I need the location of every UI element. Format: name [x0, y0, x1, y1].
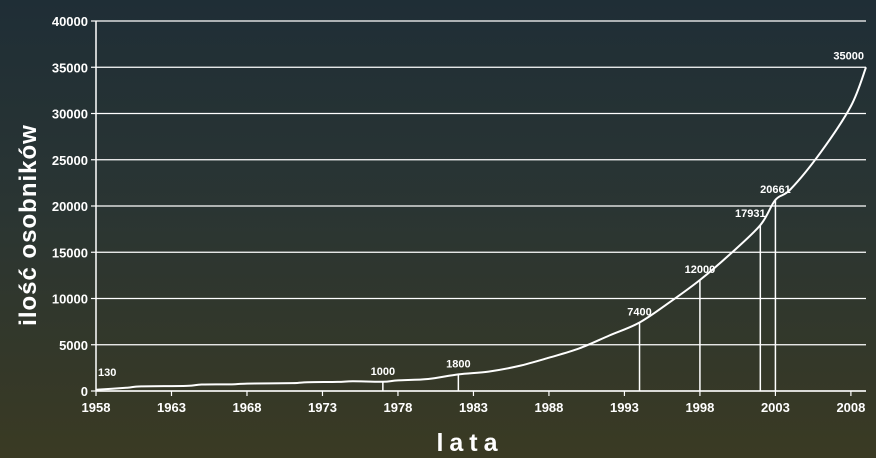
x-tick-label: 1973: [308, 400, 337, 415]
x-tick-labels: 1958 1963 1968 1973 1978 1983 1988 1993 1998 2003…: [82, 400, 866, 415]
x-tick-label: 1993: [610, 400, 639, 415]
y-tick-label: 0: [81, 384, 88, 399]
data-label: 35000: [833, 50, 864, 62]
series-line: [95, 66, 867, 391]
x-tick-label: 2003: [761, 400, 790, 415]
x-tick-label: 1968: [233, 400, 262, 415]
y-tick-label: 10000: [52, 292, 88, 307]
x-tick-label: 1988: [534, 400, 563, 415]
data-label: 130: [98, 367, 116, 379]
grid-lines: [96, 20, 866, 392]
x-tick-label: 1978: [383, 400, 412, 415]
data-label: 17931: [735, 208, 766, 220]
y-tick-label: 30000: [52, 107, 88, 122]
x-axis-label: lata: [436, 429, 503, 457]
data-label: 12000: [685, 264, 716, 276]
drop-lines: [382, 199, 777, 391]
y-tick-label: 15000: [52, 245, 88, 260]
x-tick-label: 1958: [82, 400, 111, 415]
data-label: 20661: [760, 184, 791, 196]
x-tick-label: 1998: [685, 400, 714, 415]
x-tick-label: 1963: [157, 400, 186, 415]
data-labels: 130 1000 1800 7400 12000 17931 20661 35000: [98, 50, 864, 379]
y-tick-label: 5000: [59, 338, 88, 353]
y-tick-label: 20000: [52, 199, 88, 214]
axes: [91, 20, 866, 396]
data-label: 1800: [446, 358, 470, 370]
y-axis-label: ilość osobników: [15, 124, 42, 326]
data-label: 1000: [371, 366, 395, 378]
x-tick-label: 1983: [459, 400, 488, 415]
data-label: 7400: [627, 307, 651, 319]
x-tick-label: 2008: [836, 400, 865, 415]
y-tick-labels: 0 5000 10000 15000 20000 25000 30000 35000 40000: [52, 14, 88, 399]
y-tick-label: 35000: [52, 60, 88, 75]
y-tick-label: 25000: [52, 153, 88, 168]
y-tick-label: 40000: [52, 14, 88, 29]
